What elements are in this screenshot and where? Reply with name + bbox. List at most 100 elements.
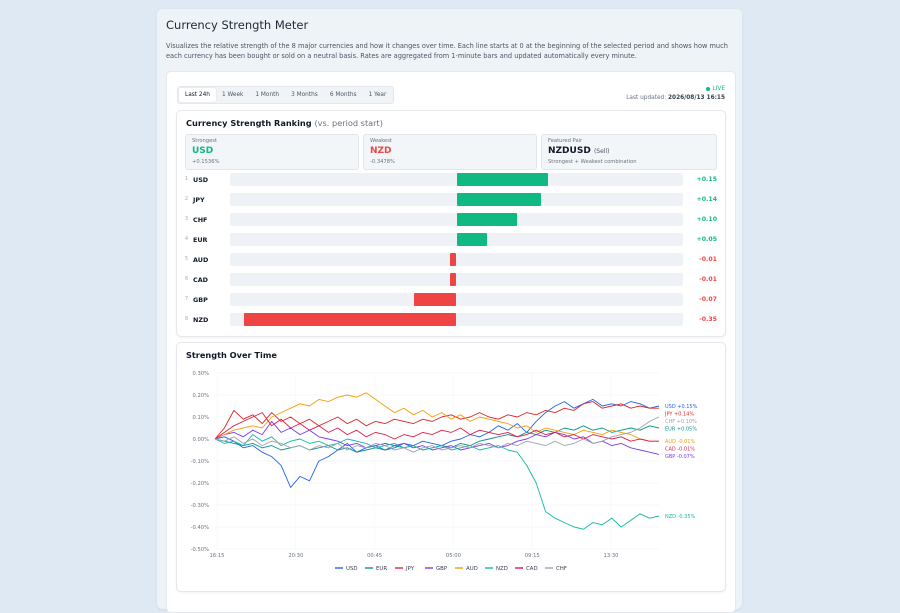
last-updated: Last updated: 2026/08/13 16:15: [626, 95, 725, 101]
rank-number: 5: [185, 257, 189, 262]
currency-code: CHF: [193, 216, 208, 224]
strength-value: -0.01: [699, 276, 717, 283]
legend-label: CHF: [556, 566, 567, 572]
tab-last-24h[interactable]: Last 24h: [179, 88, 216, 102]
legend-label: NZD: [496, 566, 508, 572]
rank-number: 1: [185, 177, 189, 182]
ranking-row-nzd: 8 NZD -0.35: [177, 313, 725, 327]
x-tick-label: 00:45: [367, 553, 382, 559]
strongest-stat: Strongest USD +0.1536%: [185, 134, 359, 170]
series-line-chf: [214, 416, 660, 453]
chart-card: Strength Over Time 0.30% 0.20% 0.10% 0.00% -…: [176, 342, 726, 592]
series-end-label: GBP -0.07%: [665, 454, 695, 460]
x-tick-label: 20:30: [288, 553, 303, 559]
rank-number: 3: [185, 217, 189, 222]
featured-pair-stat: Featured Pair NZDUSD (Sell) Strongest + …: [541, 134, 717, 170]
live-indicator: LIVE: [706, 86, 725, 92]
x-tick-label: 09:15: [525, 553, 540, 559]
featured-pair-value: NZDUSD (Sell): [548, 146, 609, 156]
strength-track: [230, 293, 683, 306]
rank-number: 4: [185, 237, 189, 242]
currency-code: NZD: [193, 316, 209, 324]
strength-bar: [244, 313, 457, 326]
ranking-card: Currency Strength Ranking (vs. period st…: [176, 110, 726, 337]
tab-1-week[interactable]: 1 Week: [221, 92, 244, 98]
y-tick-label: -0.40%: [191, 525, 209, 531]
strength-track: [230, 233, 683, 246]
tab-3-months[interactable]: 3 Months: [291, 92, 318, 98]
strength-value: +0.10: [696, 216, 717, 223]
currency-code: CAD: [193, 276, 208, 284]
featured-pair-label: Featured Pair: [548, 138, 583, 144]
weakest-value: NZD: [370, 146, 392, 156]
featured-pair-note: Strongest + Weakest combination: [548, 159, 637, 165]
ranking-row-usd: 1 USD +0.15: [177, 173, 725, 187]
page-description: Visualizes the relative strength of the …: [166, 42, 728, 60]
y-tick-label: 0.30%: [193, 371, 210, 377]
series-line-nzd: [214, 434, 660, 530]
last-updated-value: 2026/08/13 16:15: [668, 95, 725, 101]
legend-label: USD: [346, 566, 358, 572]
strength-line-chart: 0.30% 0.20% 0.10% 0.00% -0.10% -0.20% -0.30% -0…: [191, 371, 698, 572]
ranking-row-aud: 5 AUD -0.01: [177, 253, 725, 267]
legend-label: JPY: [405, 566, 415, 572]
strength-value: +0.05: [696, 236, 717, 243]
rank-number: 7: [185, 297, 189, 302]
y-tick-label: 0.20%: [193, 393, 210, 399]
tab-1-year[interactable]: 1 Year: [368, 92, 387, 98]
legend-label: GBP: [436, 566, 448, 572]
strength-track: [230, 213, 683, 226]
y-tick-label: -0.30%: [191, 503, 209, 509]
strength-bar: [456, 193, 542, 206]
series-end-label: NZD -0.35%: [665, 514, 696, 520]
x-tick-label: 05:00: [446, 553, 461, 559]
strength-track: [230, 193, 683, 206]
y-tick-label: -0.10%: [191, 459, 209, 465]
period-tabs: Last 24h 1 Week 1 Month 3 Months 6 Month…: [177, 86, 395, 104]
x-tick-label: 16:15: [210, 553, 225, 559]
strength-track: [230, 253, 683, 266]
ranking-row-jpy: 2 JPY +0.14: [177, 193, 725, 207]
weakest-stat: Weakest NZD -0.3478%: [363, 134, 537, 170]
strength-bar: [414, 293, 457, 306]
page-title: Currency Strength Meter: [166, 18, 309, 32]
strength-bar: [456, 233, 487, 246]
strength-bar: [456, 173, 548, 186]
strength-bar: [456, 213, 518, 226]
ranking-row-eur: 4 EUR +0.05: [177, 233, 725, 247]
currency-code: USD: [193, 176, 209, 184]
strongest-pct: +0.1536%: [192, 159, 220, 165]
strength-track: [230, 173, 683, 186]
rank-number: 8: [185, 317, 189, 322]
strength-value: -0.07: [699, 296, 717, 303]
series-line-cad: [214, 412, 659, 442]
featured-pair-name: NZDUSD: [548, 146, 591, 156]
ranking-row-gbp: 7 GBP -0.07: [177, 293, 725, 307]
tab-6-months[interactable]: 6 Months: [329, 92, 357, 98]
series-end-label: JPY +0.14%: [664, 412, 694, 418]
series-end-label: EUR +0.05%: [665, 427, 697, 433]
page-container: Currency Strength Meter Visualizes the r…: [157, 9, 742, 613]
currency-code: AUD: [193, 256, 209, 264]
weakest-pct: -0.3478%: [370, 159, 395, 165]
last-updated-label: Last updated:: [626, 95, 667, 101]
legend-label: AUD: [466, 566, 478, 572]
series-end-label: CHF +0.10%: [665, 419, 697, 425]
y-tick-label: -0.50%: [191, 547, 209, 553]
y-tick-label: 0.10%: [193, 415, 210, 421]
currency-code: JPY: [193, 196, 205, 204]
tab-1-month[interactable]: 1 Month: [255, 92, 280, 98]
series-end-label: CAD -0.01%: [665, 447, 695, 453]
legend-label: CAD: [526, 566, 538, 572]
series-end-label: AUD -0.01%: [665, 439, 695, 445]
ranking-title-text: Currency Strength Ranking: [186, 118, 312, 128]
featured-pair-action: (Sell): [593, 148, 610, 155]
strength-track: [230, 313, 683, 326]
currency-code: EUR: [193, 236, 208, 244]
y-tick-label: -0.20%: [191, 481, 209, 487]
live-dot-icon: [706, 86, 711, 91]
chart-title: Strength Over Time: [186, 350, 277, 360]
rank-number: 6: [185, 277, 189, 282]
strength-value: +0.14: [696, 196, 717, 203]
ranking-row-chf: 3 CHF +0.10: [177, 213, 725, 227]
